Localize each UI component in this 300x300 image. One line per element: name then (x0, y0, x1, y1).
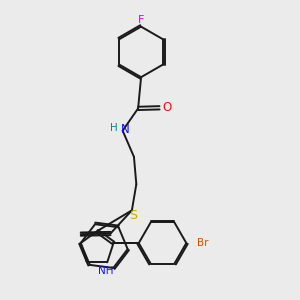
Text: S: S (129, 209, 137, 222)
Text: H: H (110, 123, 118, 133)
Text: NH: NH (98, 266, 113, 276)
Text: O: O (162, 101, 171, 114)
Text: Br: Br (197, 238, 208, 248)
Text: F: F (138, 15, 144, 25)
Text: N: N (121, 123, 129, 136)
